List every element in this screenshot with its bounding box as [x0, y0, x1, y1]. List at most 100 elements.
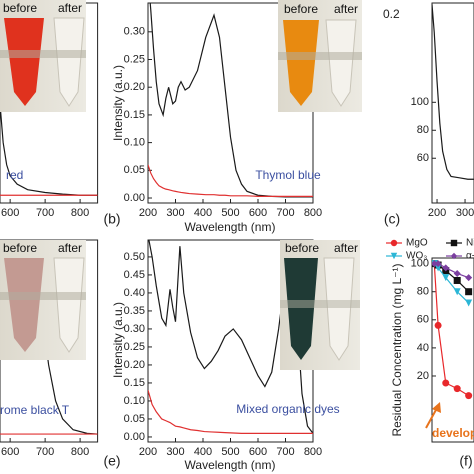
y-tick-label: 0.30 — [124, 323, 145, 335]
y-tick-label: 20 — [417, 370, 429, 382]
marker — [442, 274, 450, 282]
inset-label: after — [334, 241, 358, 255]
x-tick-label: 800 — [71, 446, 89, 458]
y-tick-label: 0.15 — [124, 109, 145, 121]
x-tick-label: 500 — [221, 207, 239, 219]
y-tick-label: 0.00 — [124, 192, 145, 204]
y-axis-label: Residual Concentration (mg L⁻¹) — [390, 263, 404, 436]
annotation: 0.2 — [383, 7, 400, 21]
inset-label: before — [284, 2, 318, 16]
panel-label: (c) — [384, 211, 400, 227]
x-tick-label: 700 — [36, 207, 54, 219]
annotation: develope — [432, 426, 474, 440]
inset-label: after — [58, 241, 82, 255]
panel-label: (b) — [103, 211, 120, 227]
plot-area — [0, 103, 98, 196]
y-tick-label: 60 — [417, 152, 429, 164]
data-line — [432, 4, 474, 180]
y-tick-label: 0.10 — [124, 137, 145, 149]
inset-photo: before after — [278, 0, 362, 112]
inset-photo: before after — [280, 240, 360, 370]
inset-label: after — [334, 2, 358, 16]
y-tick-label: 80 — [417, 286, 429, 298]
marker — [465, 274, 473, 282]
inset-label: before — [285, 241, 319, 255]
x-tick-label: 500 — [221, 446, 239, 458]
annotation: rome black T — [0, 403, 70, 417]
x-tick-label: 600 — [249, 446, 267, 458]
annotation: Mixed organic dyes — [236, 402, 339, 416]
x-tick-label: 600 — [1, 446, 19, 458]
x-tick-label: 800 — [304, 207, 322, 219]
y-tick-label: 100 — [411, 96, 429, 108]
plot-area — [432, 260, 473, 400]
y-tick-label: 0.05 — [124, 413, 145, 425]
data-line — [433, 263, 469, 397]
marker — [390, 252, 398, 260]
plot-frame — [431, 2, 474, 204]
x-axis-label: Wavelength (nm) — [185, 220, 276, 234]
y-tick-label: 0.40 — [124, 287, 145, 299]
plot-area — [148, 3, 313, 198]
marker — [434, 260, 442, 268]
legend-label: Ni — [466, 238, 474, 249]
y-tick-label: 0.20 — [124, 81, 145, 93]
y-tick-label: 0.30 — [124, 26, 145, 38]
y-tick-label: 0.50 — [124, 251, 145, 263]
x-tick-label: 300 — [456, 207, 474, 219]
y-tick-label: 0.00 — [124, 431, 145, 443]
x-tick-label: 800 — [304, 446, 322, 458]
inset-photo: before after — [0, 0, 86, 112]
marker — [453, 385, 461, 393]
marker — [442, 264, 450, 272]
data-line — [149, 3, 313, 198]
panel-label: (f) — [459, 453, 472, 469]
x-tick-label: 400 — [194, 207, 212, 219]
plot-frame — [431, 257, 474, 443]
marker — [450, 239, 458, 247]
marker — [450, 252, 458, 260]
y-axis-label: Intensity (a.u.) — [111, 65, 125, 141]
marker — [465, 288, 473, 296]
x-tick-label: 700 — [36, 446, 54, 458]
x-tick-label: 700 — [276, 446, 294, 458]
y-tick-label: 60 — [417, 314, 429, 326]
legend-label: WO₃ — [406, 251, 427, 262]
marker — [390, 239, 398, 247]
x-tick-label: 300 — [166, 207, 184, 219]
annotation: Thymol blue — [255, 168, 321, 182]
inset-photo: before after — [0, 240, 86, 360]
y-tick-label: 0.25 — [124, 53, 145, 65]
y-tick-label: 0.25 — [124, 341, 145, 353]
data-line — [148, 164, 313, 197]
x-tick-label: 400 — [194, 446, 212, 458]
y-tick-label: 80 — [417, 124, 429, 136]
x-tick-label: 200 — [428, 207, 446, 219]
data-line — [433, 263, 470, 304]
marker — [453, 276, 461, 284]
x-tick-label: 300 — [166, 446, 184, 458]
x-tick-label: 200 — [139, 446, 157, 458]
y-tick-label: 0.20 — [124, 359, 145, 371]
marker — [434, 264, 442, 272]
x-axis-label: Wavelength (nm) — [185, 458, 276, 472]
y-tick-label: 0.15 — [124, 377, 145, 389]
marker — [465, 392, 473, 400]
y-tick-label: 40 — [417, 342, 429, 354]
plot-area — [432, 4, 474, 180]
arrow — [425, 402, 441, 429]
inset-label: before — [3, 241, 37, 255]
marker — [453, 269, 461, 277]
x-tick-label: 200 — [139, 207, 157, 219]
y-tick-label: 0.45 — [124, 269, 145, 281]
legend-label: α- — [466, 251, 474, 262]
marker — [453, 288, 461, 296]
y-axis-label: Intensity (a.u.) — [111, 302, 125, 378]
y-tick-label: 100 — [411, 258, 429, 270]
x-tick-label: 600 — [1, 207, 19, 219]
panel-label: (e) — [103, 453, 120, 469]
legend-label: MgO — [406, 238, 428, 249]
